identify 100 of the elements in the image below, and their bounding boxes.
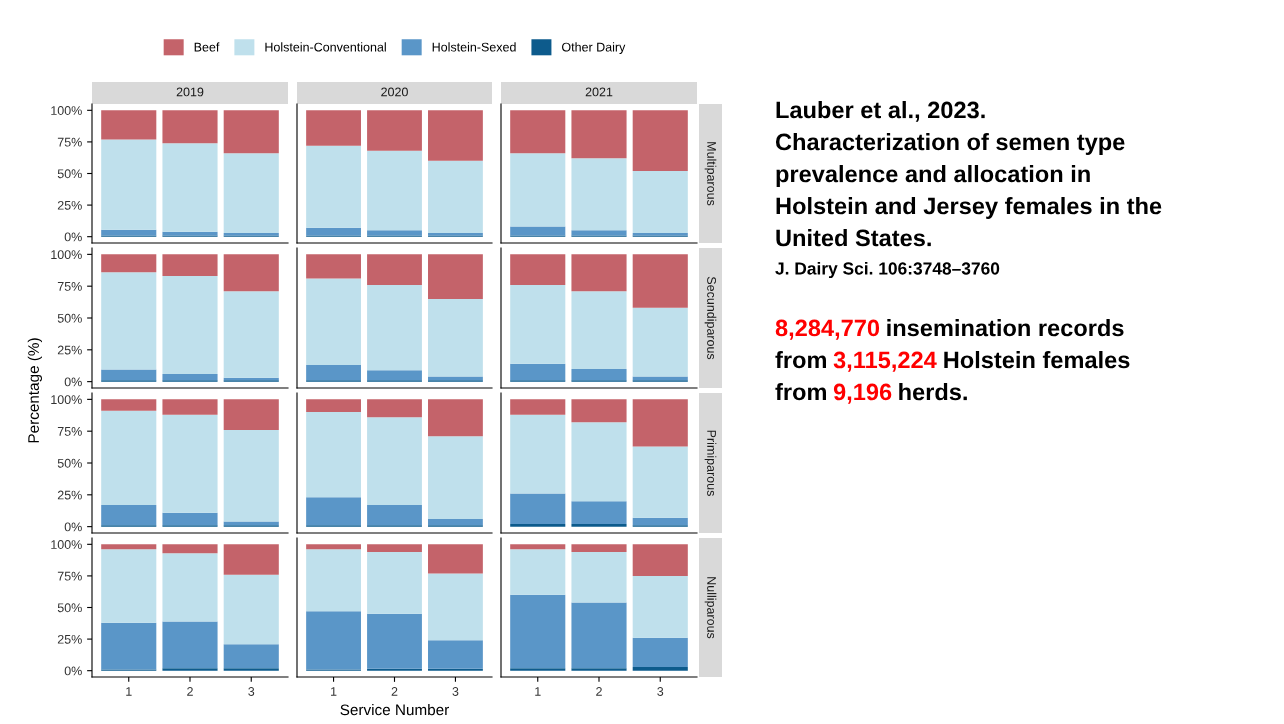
bar — [162, 254, 218, 276]
x-tick-label: 1 — [331, 687, 337, 696]
y-tick-label: 100% — [51, 250, 82, 260]
y-tick-label: 0% — [64, 522, 82, 532]
bar — [162, 110, 218, 144]
bar — [632, 637, 688, 667]
bar — [101, 139, 157, 230]
y-tick-label: 25% — [57, 345, 82, 355]
text: J. Dairy Sci. 106:3748–3760 — [775, 261, 1000, 279]
bar — [571, 668, 627, 671]
x-tick-label: 2 — [596, 687, 602, 696]
text: 9,196 — [833, 383, 892, 404]
bar — [162, 621, 218, 669]
bar — [223, 153, 279, 233]
bar — [632, 399, 688, 447]
legend-label: Holstein-Conventional — [265, 42, 386, 52]
x-axis-title: Service Number — [340, 704, 450, 716]
bar — [571, 158, 627, 231]
bar — [571, 368, 627, 381]
text: herds. — [899, 382, 967, 401]
y-tick-label: 0% — [64, 377, 82, 387]
bar — [510, 284, 566, 364]
y-tick-label: 100% — [51, 395, 82, 405]
bar — [101, 544, 157, 550]
bar — [571, 501, 627, 525]
bar — [571, 291, 627, 369]
legend-label: Beef — [194, 42, 220, 52]
bar — [306, 611, 361, 670]
bar — [428, 436, 483, 519]
bar — [510, 668, 566, 671]
bar — [162, 553, 218, 622]
bar — [367, 110, 422, 151]
text: Lauber et al., 2023. — [776, 101, 985, 122]
bar — [367, 254, 422, 285]
bar — [306, 412, 361, 498]
bar — [510, 493, 566, 525]
bar — [223, 544, 279, 575]
text: Characterization of semen type — [775, 133, 1125, 155]
bar — [428, 298, 483, 377]
bar — [367, 613, 422, 669]
bar — [306, 110, 361, 146]
y-tick-label: 50% — [57, 169, 82, 179]
legend-label: Holstein-Sexed — [432, 42, 516, 52]
bar — [367, 544, 422, 552]
bar — [367, 505, 422, 526]
bar — [101, 505, 157, 526]
text: prevalence and allocation in — [776, 164, 1090, 187]
bar — [306, 549, 361, 612]
bar — [101, 410, 157, 505]
bar — [632, 517, 688, 526]
bar — [367, 284, 422, 371]
bar — [510, 254, 566, 285]
bar — [510, 399, 566, 415]
bar — [223, 668, 279, 671]
x-tick-label: 2 — [187, 687, 193, 696]
bar — [223, 291, 279, 378]
bar — [162, 374, 218, 381]
y-tick-label: 75% — [57, 571, 82, 581]
bar — [306, 544, 361, 550]
bar — [632, 170, 688, 233]
bar — [632, 254, 688, 308]
bar — [510, 594, 566, 669]
bar — [367, 399, 422, 418]
bar — [367, 370, 422, 381]
bar — [306, 497, 361, 526]
bar — [306, 227, 361, 236]
bar — [162, 399, 218, 415]
bar — [306, 145, 361, 228]
x-tick-label: 1 — [126, 687, 132, 696]
bar — [510, 549, 566, 595]
bar — [162, 276, 218, 374]
bar — [510, 414, 566, 494]
bar — [101, 369, 157, 381]
bar — [223, 110, 279, 154]
bar — [571, 544, 627, 552]
bar — [306, 365, 361, 381]
bar — [428, 254, 483, 299]
bar — [428, 544, 483, 574]
y-tick-label: 100% — [51, 106, 82, 115]
x-tick-label: 1 — [535, 687, 541, 696]
bar — [162, 512, 218, 526]
bar — [632, 110, 688, 171]
bar — [101, 110, 157, 140]
bar — [428, 160, 483, 233]
chart-title: 2021 — [585, 87, 613, 97]
bar — [632, 544, 688, 576]
bar — [162, 668, 218, 671]
bar — [571, 230, 627, 236]
x-tick-label: 3 — [248, 687, 255, 696]
bar — [306, 278, 361, 366]
bar — [101, 272, 157, 370]
bar — [367, 417, 422, 505]
bar — [223, 644, 279, 669]
bar — [510, 544, 566, 550]
bar — [223, 254, 279, 292]
y-tick-label: 25% — [57, 634, 82, 644]
bar — [162, 143, 218, 232]
bar — [632, 307, 688, 377]
bar — [367, 230, 422, 236]
bar — [571, 254, 627, 292]
